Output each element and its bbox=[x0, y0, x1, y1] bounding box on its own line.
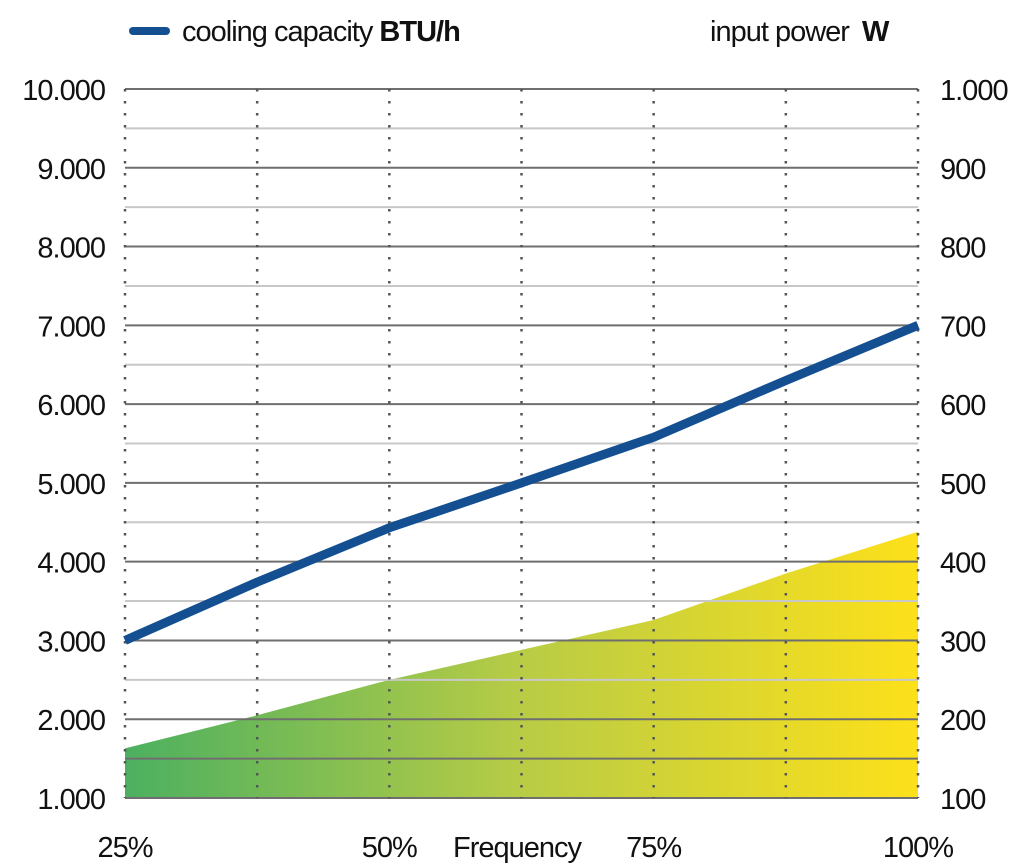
y-left-tick-label: 3.000 bbox=[37, 626, 105, 658]
y-right-tick-label: 700 bbox=[940, 311, 985, 343]
legend-power-unit: W bbox=[862, 16, 890, 48]
y-right-tick-label: 500 bbox=[940, 469, 985, 501]
x-tick-label: 50% bbox=[362, 832, 417, 864]
y-left-tick-label: 7.000 bbox=[37, 311, 105, 343]
legend-cooling-unit: BTU/h bbox=[379, 16, 459, 48]
legend-cooling-name: cooling capacity bbox=[182, 16, 374, 48]
x-axis-label: Frequency bbox=[453, 832, 583, 864]
y-right-tick-label: 100 bbox=[940, 784, 985, 816]
legend-label-cooling: cooling capacity BTU/h bbox=[182, 16, 460, 48]
y-left-tick-label: 6.000 bbox=[37, 390, 105, 422]
x-tick-label: 25% bbox=[97, 832, 152, 864]
y-right-tick-label: 200 bbox=[940, 705, 985, 737]
y-right-tick-label: 400 bbox=[940, 548, 985, 580]
x-tick-label: 75% bbox=[626, 832, 681, 864]
y-left-tick-label: 10.000 bbox=[22, 75, 105, 107]
y-left-tick-label: 8.000 bbox=[37, 233, 105, 265]
y-right-tick-label: 300 bbox=[940, 626, 985, 658]
y-left-tick-label: 1.000 bbox=[37, 784, 105, 816]
y-right-tick-label: 600 bbox=[940, 390, 985, 422]
y-right-tick-label: 900 bbox=[940, 154, 985, 186]
x-tick-label: 100% bbox=[883, 832, 953, 864]
legend-label-power: input power W bbox=[710, 16, 890, 48]
y-left-tick-label: 2.000 bbox=[37, 705, 105, 737]
legend-power-name: input power bbox=[710, 16, 850, 48]
legend: cooling capacity BTU/h input power W bbox=[129, 16, 891, 48]
y-right-tick-label: 1.000 bbox=[940, 75, 1008, 107]
input-power-area bbox=[125, 531, 918, 798]
y-right-tick-label: 800 bbox=[940, 233, 985, 265]
y-left-tick-label: 9.000 bbox=[37, 154, 105, 186]
y-left-tick-label: 5.000 bbox=[37, 469, 105, 501]
y-left-tick-label: 4.000 bbox=[37, 548, 105, 580]
